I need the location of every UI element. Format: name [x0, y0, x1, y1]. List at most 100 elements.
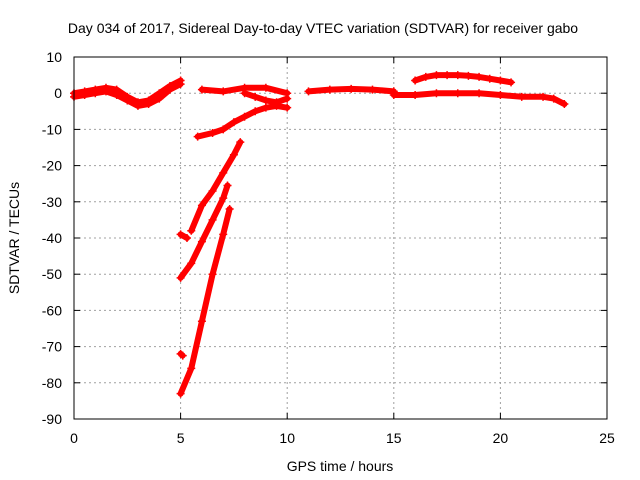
data-point	[475, 89, 484, 98]
y-tick-label: -50	[42, 266, 62, 282]
data-point	[80, 91, 89, 100]
data-point	[453, 71, 462, 80]
data-point	[539, 92, 548, 101]
y-tick-label: -10	[42, 121, 62, 137]
data-point	[443, 71, 452, 80]
data-point	[272, 101, 281, 110]
data-point	[187, 226, 196, 235]
data-point	[251, 92, 260, 101]
y-axis-label: SDTVAR / TECUs	[6, 182, 22, 294]
chart-title: Day 034 of 2017, Sidereal Day-to-day VTE…	[68, 20, 578, 36]
data-point	[261, 96, 270, 105]
data-point	[123, 96, 132, 105]
data-point	[496, 76, 505, 85]
y-tick-label: -90	[42, 411, 62, 427]
data-point	[464, 71, 473, 80]
y-tick-label: -60	[42, 302, 62, 318]
data-point	[219, 125, 228, 134]
data-point	[208, 129, 217, 138]
data-series-arc-8	[194, 102, 291, 140]
data-point	[219, 87, 228, 96]
data-point	[197, 317, 206, 326]
data-point	[549, 94, 558, 103]
data-point	[176, 230, 185, 239]
y-tick-label: -20	[42, 158, 62, 174]
data-point	[229, 150, 238, 159]
data-point	[560, 100, 569, 109]
data-point	[283, 103, 292, 112]
data-point	[236, 138, 245, 147]
data-point	[197, 85, 206, 94]
data-point	[475, 72, 484, 81]
y-tick-label: -80	[42, 375, 62, 391]
x-tick-label: 25	[599, 430, 615, 446]
data-point	[112, 91, 121, 100]
x-tick-labels: 0 5 10 15 20 25	[70, 430, 615, 446]
data-point	[208, 215, 217, 224]
x-tick-label: 15	[386, 430, 402, 446]
data-point	[144, 100, 153, 109]
plot-frame	[73, 56, 608, 420]
data-point	[197, 201, 206, 210]
data-point	[368, 85, 377, 94]
data-point	[225, 205, 234, 214]
data-point	[133, 101, 142, 110]
x-tick-label: 0	[70, 430, 78, 446]
x-tick-label: 5	[177, 430, 185, 446]
data-point	[496, 91, 505, 100]
data-point	[432, 89, 441, 98]
data-point	[411, 91, 420, 100]
data-point	[229, 118, 238, 127]
y-tick-labels: 10 0 -10 -20 -30 -40 -50 -60 -70 -80 -90	[42, 49, 62, 427]
data-point	[176, 273, 185, 282]
data-point	[165, 85, 174, 94]
data-point	[411, 76, 420, 85]
data-point	[389, 91, 398, 100]
data-point	[261, 83, 270, 92]
data-point	[507, 78, 516, 87]
data-point	[219, 168, 228, 177]
y-tick-label: 0	[54, 85, 62, 101]
y-tick-label: -40	[42, 230, 62, 246]
data-series-arc-12	[177, 206, 233, 397]
data-point	[347, 84, 356, 93]
data-series-arc-10	[188, 139, 244, 234]
data-point	[421, 72, 430, 81]
y-tick-label: -70	[42, 339, 62, 355]
data-point	[182, 234, 191, 242]
data-point	[223, 181, 232, 190]
data-point	[178, 351, 187, 360]
x-tick-label: 10	[279, 430, 295, 446]
data-point	[208, 270, 217, 279]
data-point	[251, 107, 260, 116]
data-point	[485, 74, 494, 83]
data-point	[219, 194, 228, 203]
data-point	[155, 94, 164, 103]
y-tick-label: -30	[42, 194, 62, 210]
data-point	[176, 80, 185, 89]
data-point	[91, 89, 100, 98]
data-point	[283, 94, 292, 103]
data-point	[240, 112, 249, 121]
data-point	[432, 71, 441, 80]
data-series-arc-7	[412, 72, 515, 86]
data-point	[197, 237, 206, 246]
data-point	[325, 85, 334, 94]
grid	[74, 57, 607, 419]
data-point	[208, 186, 217, 195]
data-point	[304, 87, 313, 96]
data-point	[176, 389, 185, 398]
x-tick-label: 20	[493, 430, 509, 446]
data-series-arc-6	[390, 90, 568, 108]
data-point	[453, 89, 462, 98]
data-point	[193, 132, 202, 141]
data-point	[187, 259, 196, 268]
data-point	[219, 230, 228, 239]
data-point	[187, 364, 196, 373]
data-point	[101, 87, 110, 96]
data-layer	[70, 71, 569, 398]
x-axis-label: GPS time / hours	[287, 458, 394, 474]
data-point	[240, 89, 249, 98]
y-tick-label: 10	[46, 49, 62, 65]
